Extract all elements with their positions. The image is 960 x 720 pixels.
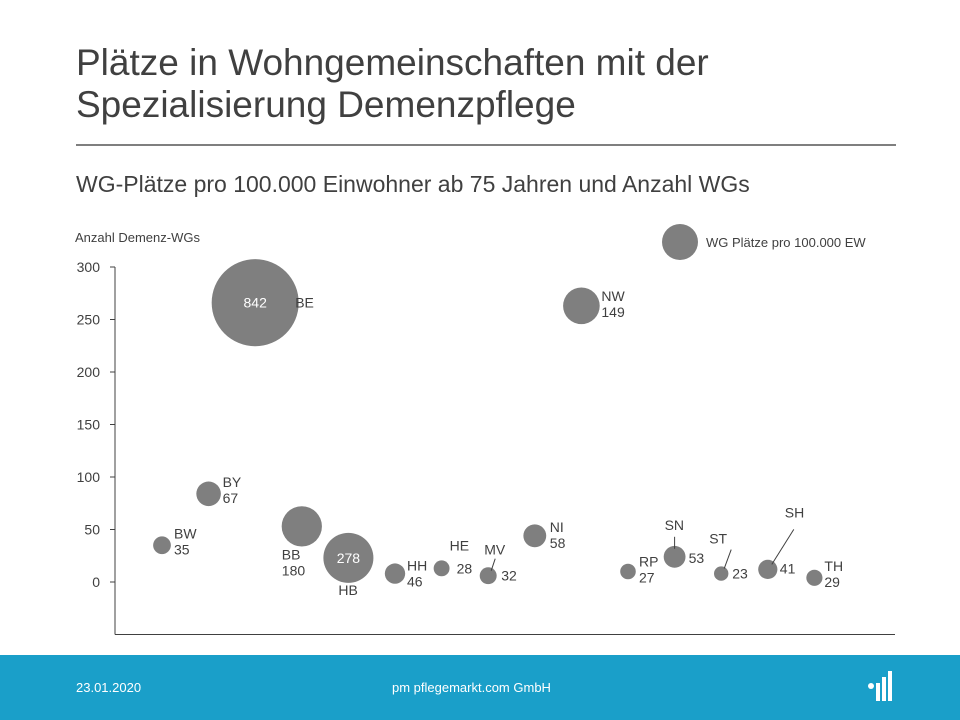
bubble-hh <box>384 563 406 584</box>
bubble-hb <box>323 532 374 583</box>
bubble-nw <box>563 287 600 325</box>
bubble-value: 35 <box>174 541 190 557</box>
bubble-value: 149 <box>601 304 625 320</box>
bubble-state-label: HH <box>407 558 427 574</box>
bubble-value: 180 <box>282 562 306 578</box>
y-tick-label: 100 <box>77 469 101 485</box>
footer-company: pm pflegemarkt.com GmbH <box>392 680 551 695</box>
bubble-state-label: BE <box>295 295 314 311</box>
chart-subtitle: WG-Plätze pro 100.000 Einwohner ab 75 Ja… <box>76 171 750 197</box>
bubble-state-label: SH <box>785 504 804 520</box>
bubble-he <box>433 560 450 577</box>
bubble-by <box>196 481 221 507</box>
page-title: Plätze in Wohngemeinschaften mit der Spe… <box>76 42 709 125</box>
y-tick-label: 0 <box>92 574 100 590</box>
bubble-state-label: RP <box>639 554 658 570</box>
bubble-state-label: NW <box>601 288 625 304</box>
bubble-mv <box>479 567 497 585</box>
bubble-sn <box>663 545 686 568</box>
bubble-value: 23 <box>732 566 748 582</box>
bubble-value: 53 <box>689 550 705 566</box>
bubble-value: 278 <box>337 550 361 566</box>
bubble-state-label: SN <box>665 517 684 533</box>
bubble-value: 46 <box>407 574 423 590</box>
y-tick-label: 300 <box>77 259 101 275</box>
bubble-be <box>211 259 299 347</box>
y-tick-label: 150 <box>77 417 101 433</box>
bubble-bw <box>153 536 171 555</box>
leader-line <box>490 558 496 571</box>
legend-bubble <box>662 224 698 260</box>
bubble-chart: 0 50 100 150 200 250 300 Anzahl Demenz-WGs WG Pl… <box>75 224 895 635</box>
y-axis-title: Anzahl Demenz-WGs <box>75 230 200 245</box>
bubble-state-label: HE <box>450 537 469 553</box>
bubble-sh <box>758 559 778 580</box>
bubble-value: 27 <box>639 570 655 586</box>
bubble-rp <box>620 563 636 580</box>
leader-line <box>723 549 732 569</box>
bubble-th <box>806 569 823 586</box>
bubble-state-label: NI <box>550 519 564 535</box>
footer-date: 23.01.2020 <box>76 680 142 695</box>
bubble-state-label: ST <box>709 531 727 547</box>
y-tick-label: 200 <box>77 364 101 380</box>
bubble-ni <box>523 524 547 548</box>
bubble-value: 32 <box>501 568 517 584</box>
bubble-state-label: TH <box>824 558 843 574</box>
bubble-state-label: BY <box>223 474 242 490</box>
bubble-bb <box>281 506 322 547</box>
bubble-state-label: MV <box>484 542 506 558</box>
y-tick-label: 250 <box>77 312 101 328</box>
bubble-state-label: HB <box>338 582 357 598</box>
y-tick-label: 50 <box>84 522 100 538</box>
bubble-value: 29 <box>824 574 840 590</box>
company-logo-icon <box>868 671 892 701</box>
bubble-value: 28 <box>457 560 473 576</box>
bubble-st <box>714 566 729 581</box>
bubble-value: 67 <box>223 490 239 506</box>
title-divider <box>76 144 896 146</box>
bubble-value: 58 <box>550 535 566 551</box>
footer-bar: 23.01.2020 pm pflegemarkt.com GmbH <box>0 655 960 720</box>
bubble-state-label: BB <box>282 546 301 562</box>
bubble-state-label: BW <box>174 525 197 541</box>
bubble-value: 41 <box>780 560 796 576</box>
leader-line <box>771 529 795 565</box>
bubble-value: 842 <box>244 295 268 311</box>
legend-label: WG Plätze pro 100.000 EW <box>706 235 866 250</box>
